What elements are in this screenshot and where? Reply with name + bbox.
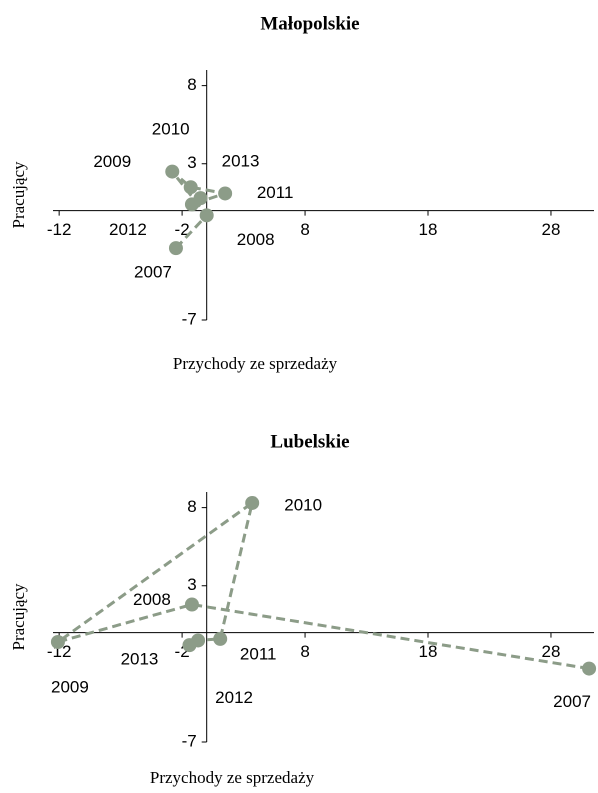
- point-label: 2009: [51, 677, 89, 696]
- point-label: 2008: [237, 230, 275, 249]
- point-label: 2010: [284, 495, 322, 514]
- point-label: 2011: [240, 644, 277, 663]
- x-tick-label: 28: [542, 220, 561, 239]
- y-axis-label: Pracujący: [9, 161, 28, 229]
- point: [183, 180, 198, 195]
- point: [199, 208, 214, 223]
- point: [184, 597, 199, 612]
- point-label: 2008: [133, 590, 171, 609]
- y-tick-label: 8: [187, 75, 196, 94]
- point-label: 2013: [222, 152, 260, 171]
- x-tick-label: 8: [300, 220, 309, 239]
- point-label: 2013: [121, 650, 159, 669]
- point: [168, 241, 183, 256]
- point: [218, 186, 233, 201]
- point-label: 2007: [134, 263, 172, 282]
- y-tick-label: -7: [182, 309, 197, 328]
- point-label: 2012: [109, 220, 147, 239]
- x-axis-label: Przychody ze sprzedaży: [150, 768, 315, 787]
- point-label: 2009: [93, 152, 131, 171]
- point: [193, 191, 208, 206]
- x-tick-label: 8: [300, 642, 309, 661]
- x-tick-label: 28: [542, 642, 561, 661]
- y-tick-label: 3: [187, 153, 196, 172]
- y-tick-label: 8: [187, 497, 196, 516]
- point: [245, 495, 260, 510]
- y-tick-label: -7: [182, 731, 197, 750]
- point: [165, 164, 180, 179]
- x-tick-label: -2: [175, 220, 190, 239]
- chart-title: Małopolskie: [260, 13, 359, 34]
- chart-title: Lubelskie: [270, 431, 349, 452]
- connecting-line: [57, 499, 590, 671]
- point-label: 2007: [553, 692, 591, 711]
- point: [582, 661, 597, 676]
- point: [213, 631, 228, 646]
- x-tick-label: -12: [47, 220, 72, 239]
- point-label: 2010: [152, 120, 190, 139]
- y-axis-label: Pracujący: [9, 583, 28, 651]
- x-axis-label: Przychody ze sprzedaży: [173, 354, 338, 373]
- x-tick-label: 18: [419, 220, 438, 239]
- y-tick-label: 3: [187, 575, 196, 594]
- point: [50, 635, 65, 649]
- x-tick-label: 18: [419, 642, 438, 661]
- point: [182, 638, 197, 653]
- point-label: 2012: [215, 688, 253, 707]
- point-label: 2011: [257, 183, 294, 202]
